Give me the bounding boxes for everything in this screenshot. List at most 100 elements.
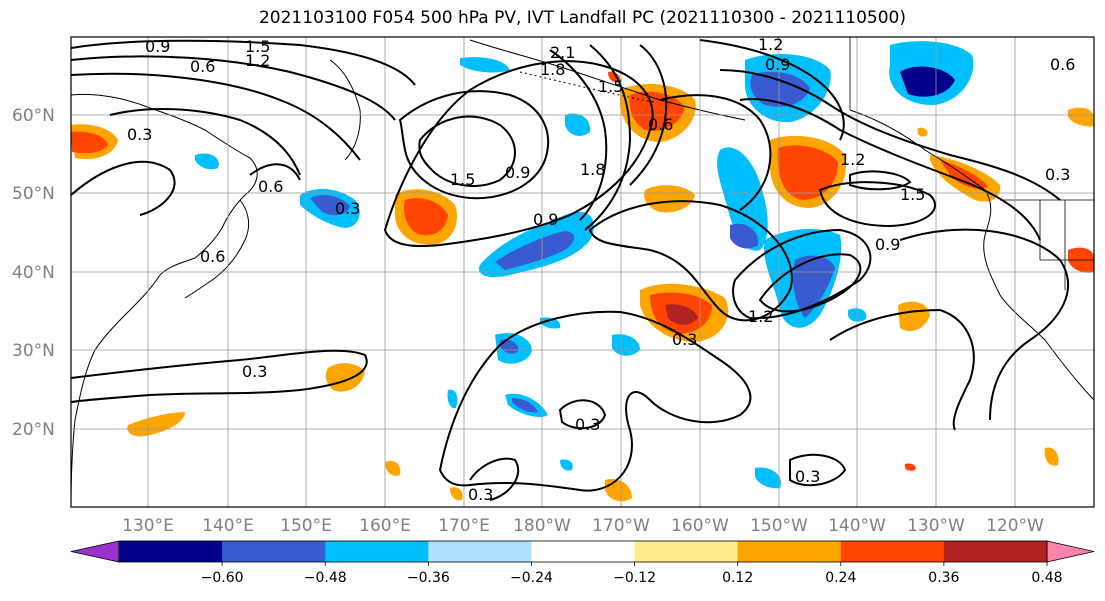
contour-label: 0.3 <box>127 125 152 144</box>
contour-label: 0.9 <box>505 163 530 182</box>
pv-contour <box>818 181 936 228</box>
lon-label: 120°W <box>986 516 1044 536</box>
contour-label: 1.5 <box>900 185 925 204</box>
pv-contour <box>849 170 912 191</box>
pv-contour <box>383 60 654 248</box>
pv-contour <box>398 90 550 200</box>
contour-label: 1.8 <box>540 60 565 79</box>
blue-region <box>730 223 759 249</box>
colorbar-extend-max <box>1046 540 1095 563</box>
orange-region <box>644 185 695 213</box>
longitude-labels: 130°E 140°E 150°E 160°E 170°E 180°W 170°… <box>122 516 1044 536</box>
pv-contour <box>418 115 516 187</box>
pv-contour <box>629 44 668 186</box>
pv-contour <box>71 349 368 403</box>
blue-region <box>750 71 810 107</box>
pv-contour <box>659 94 772 211</box>
orange-region <box>665 304 698 325</box>
lon-label: 140°E <box>202 516 254 536</box>
blue-region <box>900 66 955 97</box>
colorbar-segment <box>325 541 429 562</box>
pv-contour <box>71 160 176 216</box>
contour-label: 1.2 <box>840 150 865 169</box>
pv-contour <box>588 200 793 322</box>
blue-region <box>460 57 510 73</box>
blue-region <box>540 317 561 329</box>
pv-contour <box>699 39 845 141</box>
lon-label: 170°W <box>592 516 650 536</box>
pv-contour <box>249 163 301 181</box>
contour-label: 0.9 <box>145 37 170 56</box>
asia-coast <box>71 93 258 507</box>
ivt-pc-shading <box>71 41 1094 502</box>
orange-region <box>1044 447 1059 466</box>
contour-label: 0.6 <box>258 177 283 196</box>
aleutian-chain <box>519 71 656 103</box>
pv-contour <box>584 44 632 231</box>
contour-label: 0.3 <box>335 199 360 218</box>
pv-contour <box>739 98 1041 241</box>
pv-contour <box>438 310 752 492</box>
orange-region <box>898 301 930 332</box>
contour-label: 1.5 <box>245 37 270 56</box>
contour-label: 0.6 <box>1050 55 1075 74</box>
colorbar-tick-label: 0.12 <box>722 570 753 586</box>
contour-label: 0.3 <box>468 485 493 504</box>
contour-label: 2.1 <box>550 43 575 62</box>
colorbar: −0.60 −0.48 −0.36 −0.24 −0.12 0.12 0.24 0.36 0.4… <box>70 540 1095 586</box>
colorbar-segment <box>634 541 739 562</box>
colorbar-segment <box>840 541 945 562</box>
orange-region <box>71 131 108 154</box>
colorbar-tick-label: 0.24 <box>825 570 856 586</box>
lon-label: 160°W <box>671 516 729 536</box>
pv-contour <box>789 453 847 487</box>
contour-labels: 0.9 1.5 1.2 0.6 2.1 1.8 1.5 1.2 0.9 0.3 … <box>127 35 1075 504</box>
latitude-labels: 60°N 50°N 40°N 30°N 20°N <box>12 106 55 440</box>
orange-region <box>904 463 916 471</box>
orange-region <box>777 145 838 200</box>
lon-label: 140°W <box>828 516 886 536</box>
colorbar-segment <box>428 541 532 562</box>
colorbar-outline <box>118 540 1048 563</box>
colorbar-tick-label: 0.48 <box>1031 570 1062 586</box>
blue-region <box>560 459 573 471</box>
blue-region <box>195 153 219 170</box>
blue-region <box>565 113 591 136</box>
japan-coast <box>184 199 250 299</box>
lon-label: 170°E <box>438 516 490 536</box>
blue-region <box>793 255 835 318</box>
blue-region <box>717 147 768 251</box>
blue-region <box>310 195 350 216</box>
contour-label: 1.2 <box>758 35 783 54</box>
colorbar-extend-min <box>70 540 120 563</box>
pv-contours <box>71 39 1070 501</box>
lon-label: 130°E <box>122 516 174 536</box>
pv-contour <box>558 399 607 430</box>
colorbar-segment <box>737 541 842 562</box>
colorbar-segment <box>531 541 636 562</box>
lon-label: 160°E <box>359 516 411 536</box>
orange-region <box>385 460 401 476</box>
lon-label: 130°W <box>907 516 965 536</box>
contour-label: 0.3 <box>242 362 267 381</box>
graticule <box>71 37 1094 507</box>
pv-contour <box>732 228 872 320</box>
contour-label: 1.2 <box>245 51 270 70</box>
pv-contour <box>719 69 1061 201</box>
contour-label: 1.5 <box>450 170 475 189</box>
contour-label: 0.3 <box>672 330 697 349</box>
contour-label: 0.6 <box>648 115 673 134</box>
colorbar-tick-label: 0.36 <box>928 570 959 586</box>
contour-label: 1.5 <box>598 77 623 96</box>
pv-contour <box>71 39 416 86</box>
kamchatka-coast <box>329 59 361 161</box>
colorbar-segment <box>119 541 223 562</box>
contour-label: 0.3 <box>575 415 600 434</box>
lat-label: 20°N <box>12 420 55 440</box>
colorbar-segment <box>943 541 1048 562</box>
orange-region <box>1068 107 1094 127</box>
blue-region <box>495 231 575 270</box>
pv-contour <box>829 308 975 431</box>
state-border <box>1039 200 1094 290</box>
